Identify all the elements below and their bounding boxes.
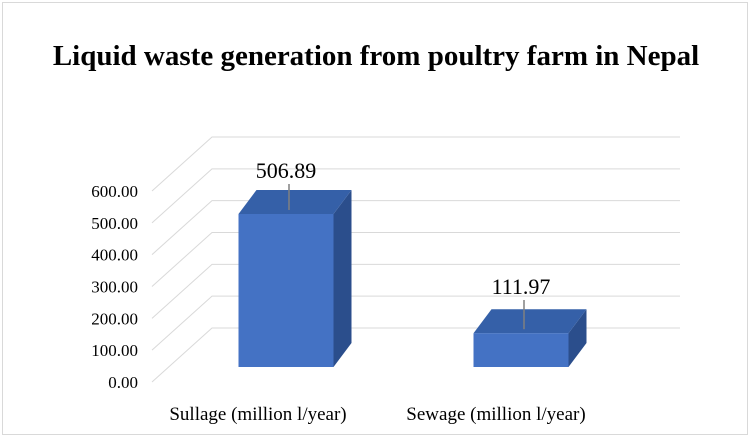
bar-top bbox=[473, 309, 587, 334]
y-axis-ticks: 0.00 100.00 200.00 300.00 400.00 500.00 600.00 bbox=[91, 182, 138, 392]
bar-front bbox=[473, 333, 569, 367]
bar bbox=[238, 189, 352, 367]
x-category-label: Sewage (million l/year) bbox=[406, 404, 585, 425]
y-tick-label: 100.00 bbox=[91, 341, 138, 360]
gridline bbox=[151, 263, 680, 319]
data-labels: 506.89 111.97 bbox=[256, 158, 551, 330]
gridline bbox=[151, 327, 680, 383]
gridline bbox=[151, 168, 680, 224]
bar-side bbox=[568, 309, 587, 367]
bar-front bbox=[238, 213, 334, 367]
chart-title: Liquid waste generation from poultry far… bbox=[52, 40, 700, 72]
data-label: 506.89 bbox=[256, 158, 317, 183]
gridline bbox=[151, 232, 680, 287]
gridline bbox=[151, 200, 680, 256]
gridlines bbox=[151, 136, 680, 383]
bar-top bbox=[238, 189, 352, 214]
x-axis-categories: Sullage (million l/year) Sewage (million … bbox=[169, 404, 585, 425]
bar bbox=[473, 309, 587, 367]
x-category-label: Sullage (million l/year) bbox=[169, 404, 346, 425]
y-tick-label: 300.00 bbox=[91, 278, 138, 297]
y-tick-label: 400.00 bbox=[91, 246, 138, 265]
y-tick-label: 600.00 bbox=[91, 182, 138, 201]
y-tick-label: 0.00 bbox=[108, 373, 138, 392]
y-tick-label: 200.00 bbox=[91, 309, 138, 328]
data-label: 111.97 bbox=[492, 274, 551, 299]
gridline bbox=[151, 295, 680, 351]
bars bbox=[238, 189, 587, 367]
gridline bbox=[151, 136, 680, 192]
bar-side bbox=[333, 189, 352, 367]
y-tick-label: 500.00 bbox=[91, 214, 138, 233]
chart-frame bbox=[2, 2, 748, 435]
